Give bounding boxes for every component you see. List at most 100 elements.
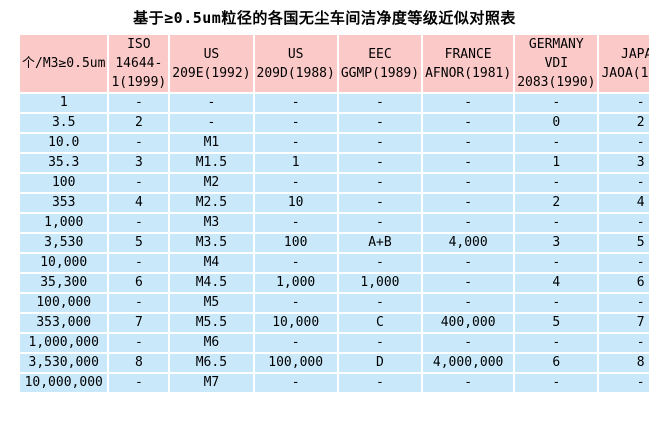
table-cell: -: [252, 252, 339, 274]
table-cell: -: [421, 172, 516, 194]
table-cell: 6: [597, 272, 649, 294]
table-cell: 5: [597, 232, 649, 254]
table-cell: -: [336, 92, 424, 114]
table-cell: 35,300: [17, 272, 110, 294]
table-cell: 7: [107, 312, 171, 334]
table-cell: 8: [107, 352, 171, 374]
table-cell: -: [336, 292, 424, 314]
table-cell: -: [252, 212, 339, 234]
table-cell: -: [107, 332, 171, 354]
table-cell: 3,530: [17, 232, 110, 254]
table-cell: 1: [252, 152, 339, 174]
table-cell: -: [336, 152, 424, 174]
column-header: EEC GGMP(1989): [336, 33, 424, 94]
table-cell: -: [421, 112, 516, 134]
table-cell: 5: [107, 232, 171, 254]
page-title: 基于≥0.5um粒径的各国无尘车间洁净度等级近似对照表: [133, 9, 516, 27]
table-cell: 1,000: [17, 212, 110, 234]
table-cell: M3.5: [168, 232, 255, 254]
table-cell: -: [336, 172, 424, 194]
table-row: 35,300 6 M4.5 1,000 1,000-4 6: [17, 272, 649, 294]
table-cell: -: [597, 292, 649, 314]
table-row: 10,000,000- M7- - - - -: [17, 372, 649, 394]
table-cell: -: [168, 92, 255, 114]
table-cell: 3: [597, 152, 649, 174]
table-cell: 4: [107, 192, 171, 214]
table-cell: -: [252, 172, 339, 194]
table-cell: -: [107, 212, 171, 234]
table-cell: -: [597, 372, 649, 394]
table-cell: -: [513, 292, 600, 314]
table-row: 1,000- M3- - - - -: [17, 212, 649, 234]
table-cell: 4: [597, 192, 649, 214]
table-cell: -: [421, 212, 516, 234]
table-row: 10,000- M4- - - - -: [17, 252, 649, 274]
table-cell: 10,000: [252, 312, 339, 334]
table-cell: 2: [513, 192, 600, 214]
table-cell: -: [597, 212, 649, 234]
table-row: 353,000 7 M5.5 10,000 C 400,000 5 7: [17, 312, 649, 334]
table-cell: 100: [252, 232, 339, 254]
table-cell: -: [252, 332, 339, 354]
table-cell: -: [107, 292, 171, 314]
table-cell: 353: [17, 192, 110, 214]
table-cell: -: [336, 332, 424, 354]
table-row: 1-------: [17, 92, 649, 114]
table-cell: 3,530,000: [17, 352, 110, 374]
table-cell: 100,000: [17, 292, 110, 314]
table-body: 1- - - - - - -3.5 2- - - -0 2 10.0- M1- - - - -35.3 3 M1.5 1…: [17, 92, 649, 394]
table-cell: -: [421, 292, 516, 314]
table-cell: 1: [513, 152, 600, 174]
table-cell: -: [336, 112, 424, 134]
table-cell: -: [421, 332, 516, 354]
table-cell: 4,000: [421, 232, 516, 254]
table-cell: -: [252, 372, 339, 394]
table-cell: -: [252, 112, 339, 134]
table-cell: 10,000: [17, 252, 110, 274]
table-cell: 100,000: [252, 352, 339, 374]
table-cell: M4: [168, 252, 255, 274]
table-row: 35.3 3 M1.5 1- -1 3: [17, 152, 649, 174]
table-cell: M7: [168, 372, 255, 394]
table-cell: -: [513, 372, 600, 394]
table-cell: 1,000: [252, 272, 339, 294]
table-row: 3,530,000 8 M6.5 100,000 D 4,000,000 6 8: [17, 352, 649, 374]
table-cell: -: [513, 92, 600, 114]
table-cell: -: [252, 92, 339, 114]
table-cell: -: [421, 272, 516, 294]
table-cell: -: [107, 172, 171, 194]
table-cell: -: [513, 252, 600, 274]
table-cell: D: [336, 352, 424, 374]
table-cell: -: [336, 212, 424, 234]
comparison-table: 个/M3≥0.5um ISO 14644- 1(1999) US 209E(1992…: [17, 33, 649, 394]
table-cell: 4: [513, 272, 600, 294]
table-cell: M2: [168, 172, 255, 194]
table-cell: -: [513, 132, 600, 154]
table-cell: 100: [17, 172, 110, 194]
table-cell: 2: [107, 112, 171, 134]
table-cell: 1: [17, 92, 110, 114]
table-row: 3,530 5 M3.5 100 A+B 4,000 3 5: [17, 232, 649, 254]
table-cell: -: [252, 132, 339, 154]
table-cell: 1,000,000: [17, 332, 110, 354]
table-cell: M5.5: [168, 312, 255, 334]
table-cell: -: [421, 92, 516, 114]
table-cell: M2.5: [168, 192, 255, 214]
table-cell: -: [336, 252, 424, 274]
table-cell: -: [597, 172, 649, 194]
table-cell: -: [336, 132, 424, 154]
table-cell: M5: [168, 292, 255, 314]
table-cell: 5: [513, 312, 600, 334]
table-cell: 7: [597, 312, 649, 334]
column-header: FRANCE AFNOR(1981): [421, 33, 516, 94]
table-cell: -: [513, 332, 600, 354]
table-cell: M1.5: [168, 152, 255, 174]
table-cell: 400,000: [421, 312, 516, 334]
table-cell: -: [421, 132, 516, 154]
table-cell: -: [421, 152, 516, 174]
column-header: US 209E(1992): [168, 33, 255, 94]
table-cell: 3: [513, 232, 600, 254]
table-cell: 6: [513, 352, 600, 374]
table-cell: 353,000: [17, 312, 110, 334]
